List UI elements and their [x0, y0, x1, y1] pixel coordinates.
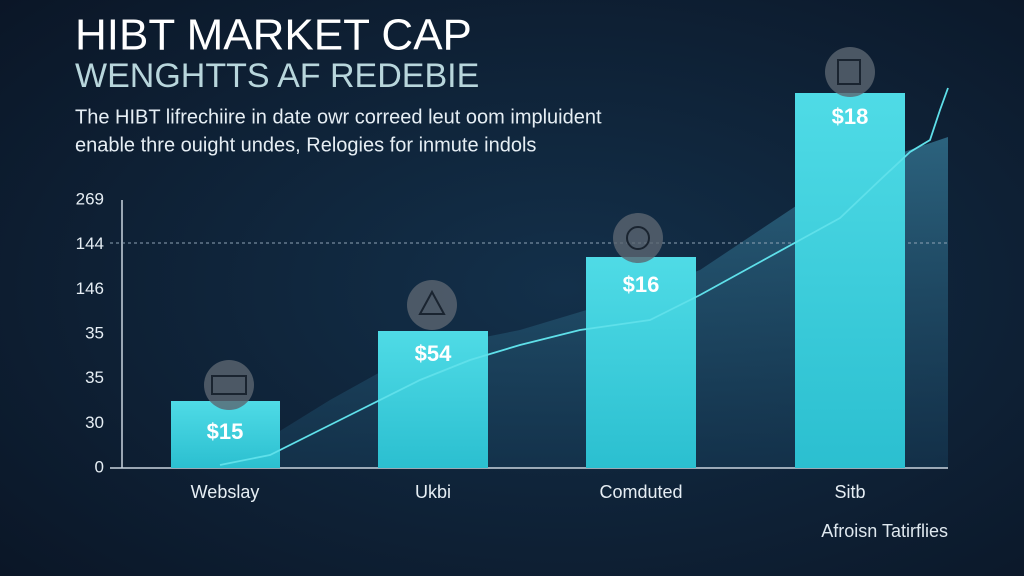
axis-label: 269	[76, 189, 104, 208]
icon-badge	[204, 360, 254, 410]
category-label: Comduted	[599, 482, 682, 502]
bar	[586, 257, 696, 468]
icon	[837, 59, 861, 85]
icons	[204, 47, 875, 410]
icon	[626, 226, 650, 250]
title: HIBT MARKET CAP	[75, 11, 472, 60]
bar	[795, 93, 905, 468]
bar-texts: $15 Webslay $54 Ukbi $16 Comduted $18 Sitb	[191, 104, 869, 502]
axis-label: 35	[85, 323, 104, 342]
category-label: Ukbi	[415, 482, 451, 502]
icon	[211, 375, 247, 395]
axis-label: 146	[76, 279, 104, 298]
bar-label: $18	[832, 104, 869, 129]
description-line: enable thre ouight undes, Relogies for i…	[75, 134, 536, 156]
axis-label: 30	[85, 413, 104, 432]
axis-label: 35	[85, 368, 104, 387]
axis-labels: 269 144 146 35 35 30 0	[76, 189, 104, 476]
description-line: The HIBT lifrechiire in date owr correed…	[75, 106, 602, 128]
icon-badge	[407, 280, 457, 330]
icon-badge	[613, 213, 663, 263]
bar-label: $15	[207, 419, 244, 444]
category-label: Sitb	[834, 482, 865, 502]
icon	[418, 289, 446, 315]
category-label: Webslay	[191, 482, 260, 502]
bar-label: $16	[623, 272, 660, 297]
trend-line	[219, 87, 949, 466]
axis-label: 144	[76, 234, 104, 253]
bar-label: $54	[415, 341, 452, 366]
bar-group	[171, 93, 905, 468]
axis-label: 0	[95, 457, 104, 476]
subtitle: WENGHTTS AF REDEBIE	[75, 57, 479, 95]
footnote: Afroisn Tatirflies	[821, 521, 948, 541]
icon-badge	[825, 47, 875, 97]
bar	[378, 331, 488, 468]
